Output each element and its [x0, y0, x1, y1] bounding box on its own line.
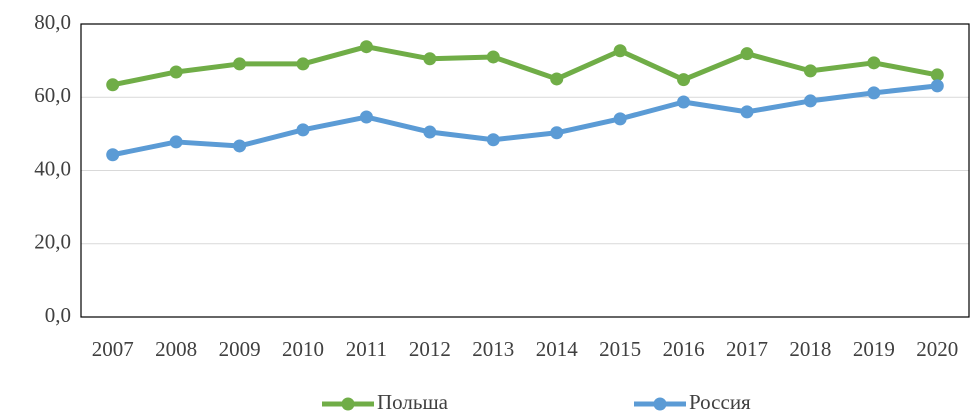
- x-tick-label: 2011: [346, 337, 387, 361]
- x-tick-label: 2015: [599, 337, 641, 361]
- y-tick-label: 60,0: [34, 83, 71, 107]
- point: [423, 125, 437, 139]
- point: [677, 95, 691, 109]
- x-tick-label: 2019: [853, 337, 895, 361]
- point: [359, 110, 373, 124]
- point: [550, 126, 564, 140]
- point: [613, 44, 627, 58]
- x-tick-label: 2008: [155, 337, 197, 361]
- x-tick-label: 2018: [789, 337, 831, 361]
- legend-label: Польша: [377, 390, 449, 414]
- y-tick-label: 40,0: [34, 156, 71, 180]
- point: [169, 135, 183, 149]
- point: [233, 139, 247, 153]
- point: [169, 65, 183, 79]
- point: [423, 52, 437, 66]
- point: [233, 57, 247, 71]
- point: [296, 123, 310, 137]
- legend-marker: [341, 397, 355, 411]
- legend-marker: [653, 397, 667, 411]
- point: [613, 112, 627, 126]
- x-tick-label: 2010: [282, 337, 324, 361]
- x-tick-label: 2017: [726, 337, 768, 361]
- point: [867, 86, 881, 100]
- x-tick-label: 2009: [219, 337, 261, 361]
- x-tick-label: 2007: [92, 337, 134, 361]
- y-tick-label: 0,0: [45, 303, 71, 327]
- y-tick-label: 20,0: [34, 230, 71, 254]
- point: [486, 50, 500, 64]
- point: [803, 94, 817, 108]
- point: [677, 73, 691, 87]
- x-tick-label: 2016: [663, 337, 705, 361]
- point: [550, 72, 564, 86]
- point: [106, 78, 120, 92]
- point: [740, 105, 754, 119]
- x-tick-label: 2012: [409, 337, 451, 361]
- x-tick-label: 2020: [916, 337, 958, 361]
- point: [930, 79, 944, 93]
- point: [106, 148, 120, 162]
- point: [486, 133, 500, 147]
- point: [359, 40, 373, 54]
- x-tick-label: 2013: [472, 337, 514, 361]
- point: [296, 57, 310, 71]
- plot-frame: [80, 23, 970, 318]
- legend-label: Россия: [689, 390, 751, 414]
- y-tick-label: 80,0: [34, 10, 71, 34]
- point: [867, 56, 881, 70]
- series-line: [112, 44, 938, 88]
- series-line: [112, 83, 938, 158]
- point: [930, 68, 944, 82]
- x-tick-label: 2014: [536, 337, 579, 361]
- point: [740, 47, 754, 61]
- point: [803, 64, 817, 78]
